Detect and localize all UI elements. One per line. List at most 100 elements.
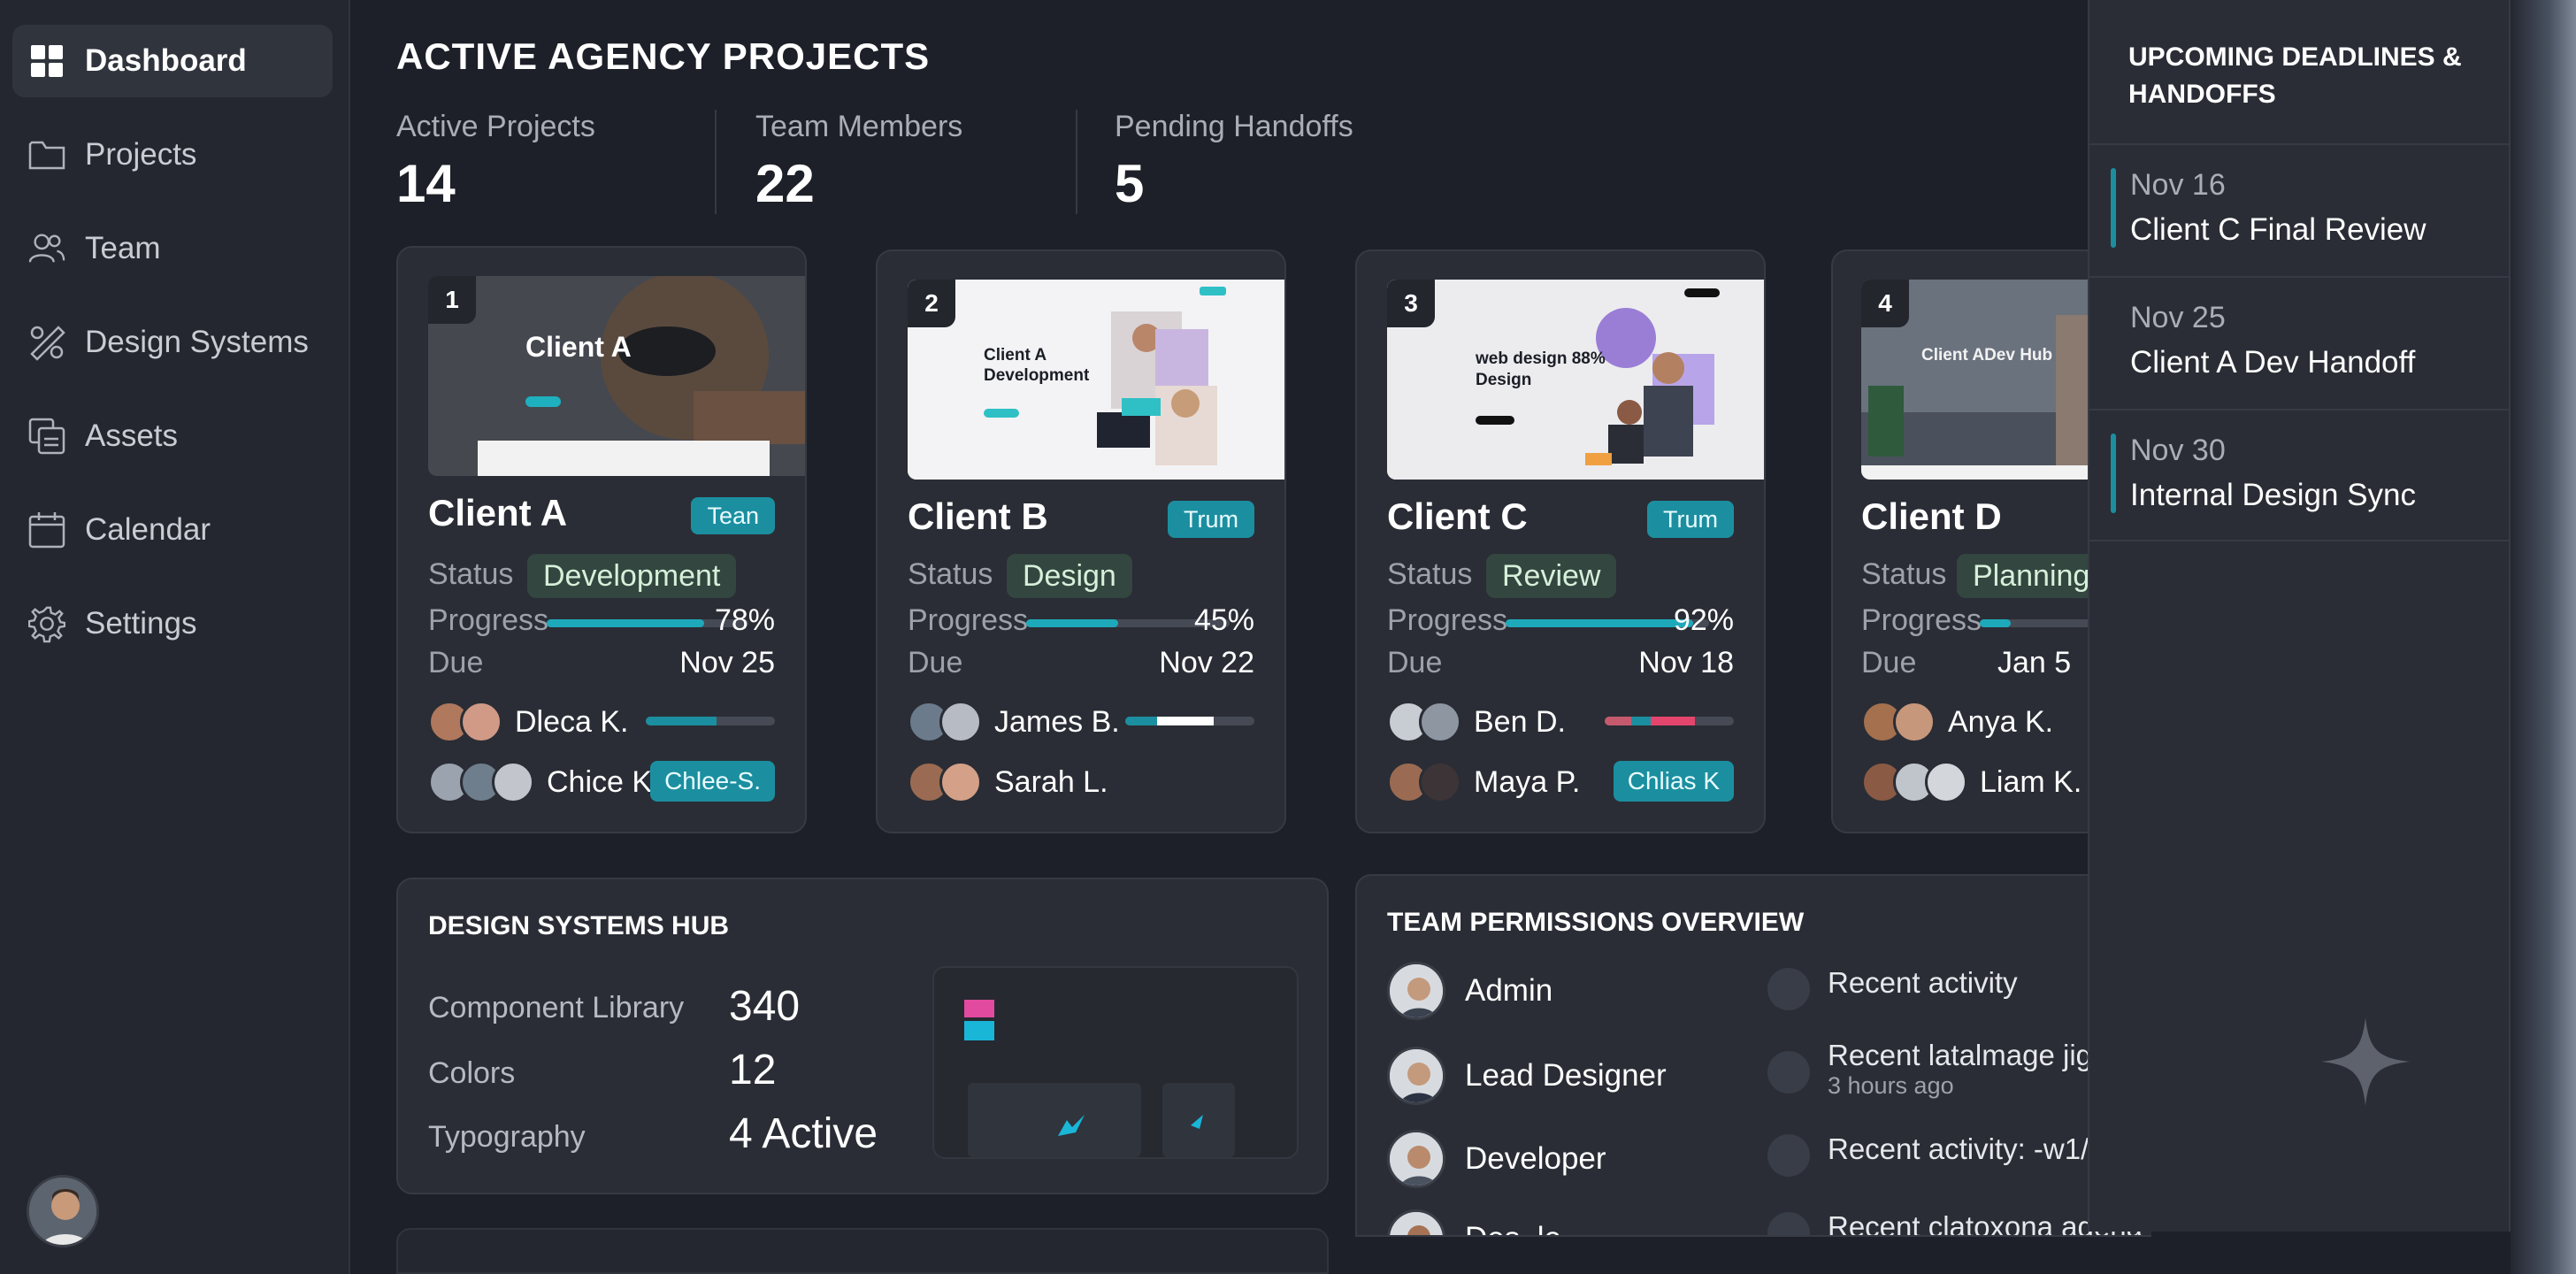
window-edge (2511, 0, 2576, 1274)
sidebar-item-calendar[interactable]: Calendar (12, 494, 333, 566)
status-label: Status (428, 557, 514, 591)
project-card-client-b[interactable]: 2 Client A Development Client B Trum Sta… (876, 249, 1286, 833)
member-row[interactable]: Dleca K. (428, 695, 629, 748)
progress-bar (1506, 619, 1709, 627)
status-label: Status (1387, 557, 1473, 591)
project-card-client-c[interactable]: 3 web design 88% Design Client C Trum St… (1355, 249, 1766, 833)
stat-value: 5 (1115, 154, 1145, 213)
project-number: 4 (1861, 280, 1909, 327)
activity-item[interactable]: Recent activity (1767, 966, 2018, 1010)
member-name: Chice K. (547, 764, 661, 799)
stat-active-projects: Active Projects 14 (396, 110, 595, 214)
role-row-lead-designer[interactable]: Lead Designer (1387, 1044, 1667, 1108)
palette-icon (964, 1000, 1235, 1157)
team-tag[interactable]: Tean (691, 497, 775, 534)
avatar (939, 761, 982, 803)
team-tag[interactable]: Trum (1647, 501, 1734, 538)
due-date: Nov 22 (1159, 646, 1254, 679)
due-label: Due (908, 646, 963, 679)
role-row-developer[interactable]: Developer (1387, 1127, 1606, 1191)
member-row[interactable]: Ben D. (1387, 695, 1566, 748)
assets-icon (28, 418, 65, 455)
member-row[interactable]: James B. (908, 695, 1120, 748)
member-name: Maya P. (1474, 764, 1581, 799)
avatar (1387, 1130, 1445, 1188)
member-tag[interactable]: Chlias K (1613, 761, 1734, 802)
thumbnail-title: Client A (525, 331, 632, 363)
deadline-date: Nov 16 (2130, 168, 2226, 202)
avatar (1387, 962, 1445, 1020)
divider (1076, 110, 1077, 214)
sidebar-item-label: Assets (85, 418, 179, 453)
team-tag[interactable]: Trum (1168, 501, 1254, 538)
avatar (460, 701, 502, 743)
ds-value: 12 (729, 1047, 777, 1094)
ds-preview[interactable] (932, 966, 1299, 1159)
status-badge: Design (1007, 554, 1132, 598)
activity-item[interactable]: Recent activity: -w1/ w/ (1767, 1132, 2126, 1177)
member-name: Ben D. (1474, 704, 1566, 739)
deadline-item[interactable]: Nov 25 Client A Dev Handoff (2089, 276, 2509, 409)
gear-icon (28, 605, 65, 643)
sidebar-item-team[interactable]: Team (12, 212, 333, 285)
progress-label: Progress (908, 603, 1029, 637)
activity-item[interactable]: Recent latalmage jigne 3 hours ago (1767, 1039, 2125, 1100)
member-activity-bar (646, 717, 775, 725)
member-row[interactable]: Anya K. (1861, 695, 2053, 748)
client-name: Client C (1387, 495, 1528, 537)
sidebar-item-label: Design Systems (85, 325, 309, 359)
activity-item[interactable]: Recent clatoxona agena (1767, 1210, 2143, 1235)
sidebar-item-label: Team (85, 231, 161, 265)
member-row[interactable]: Sarah L. (908, 756, 1108, 809)
progress-label: Progress (428, 603, 549, 637)
member-row[interactable]: Liam K. (1861, 756, 2082, 809)
thumbnail-title: Client ADev Hub (1921, 346, 2053, 365)
stat-pending-handoffs: Pending Handoffs 5 (1115, 110, 1353, 214)
project-card-client-a[interactable]: 1 Client A Client A Tean Status Developm… (396, 246, 807, 833)
status-badge: Review (1486, 554, 1617, 598)
due-label: Due (1387, 646, 1443, 679)
project-number: 2 (908, 280, 955, 327)
member-row[interactable]: Chice K. (428, 756, 661, 809)
deadline-item[interactable]: Nov 16 Client C Final Review (2089, 143, 2509, 276)
role-name: Des..le (1465, 1221, 1561, 1235)
deadline-title: Client A Dev Handoff (2130, 345, 2416, 380)
progress-fill (1506, 619, 1693, 627)
sidebar-item-projects[interactable]: Projects (12, 119, 333, 191)
stat-team-members: Team Members 22 (755, 110, 962, 214)
user-avatar[interactable] (27, 1175, 99, 1247)
main-content: ACTIVE AGENCY PROJECTS Active Projects 1… (350, 0, 2151, 1274)
member-tag[interactable]: Chlee-S. (650, 761, 775, 802)
sidebar-item-settings[interactable]: Settings (12, 587, 333, 660)
deadline-item[interactable]: Nov 30 Internal Design Sync (2089, 409, 2509, 541)
sidebar-item-design-systems[interactable]: Design Systems (12, 306, 333, 379)
member-activity-bar (1125, 717, 1254, 725)
deadline-accent (2111, 168, 2116, 248)
sidebar: Dashboard Projects Team Design Systems A… (0, 0, 350, 1274)
ds-value: 4 Active (729, 1110, 878, 1157)
sparkle-icon[interactable] (2321, 1017, 2410, 1106)
progress-fill (1980, 619, 2011, 627)
member-row[interactable]: Maya P. (1387, 756, 1580, 809)
role-name: Admin (1465, 973, 1553, 1008)
sidebar-item-assets[interactable]: Assets (12, 400, 333, 472)
deadlines-panel: UPCOMING DEADLINES & HANDOFFS Nov 16 Cli… (2088, 0, 2511, 1232)
project-card-client-d[interactable]: 4 Client ADev Hub Client D Status Planni… (1831, 249, 2088, 833)
next-panel-edge (396, 1228, 1329, 1274)
ruler-pencil-icon (28, 324, 65, 361)
role-row-designer[interactable]: Des..le (1387, 1207, 1561, 1235)
stat-value: 22 (755, 154, 815, 213)
progress-value: 92% (1673, 603, 1734, 637)
avatar (1387, 701, 1430, 743)
sidebar-item-label: Dashboard (85, 43, 247, 78)
sidebar-item-dashboard[interactable]: Dashboard (12, 25, 333, 97)
panel-title: DESIGN SYSTEMS HUB (428, 911, 730, 940)
role-name: Lead Designer (1465, 1058, 1667, 1093)
progress-label: Progress (1861, 603, 1982, 637)
role-row-admin[interactable]: Admin (1387, 959, 1552, 1023)
activity-time: 3 hours ago (1828, 1072, 1954, 1099)
deadline-accent (2111, 434, 2116, 513)
member-name: Anya K. (1948, 704, 2054, 739)
thumbnail-title: web design 88% Design (1476, 349, 1606, 389)
due-label: Due (428, 646, 484, 679)
